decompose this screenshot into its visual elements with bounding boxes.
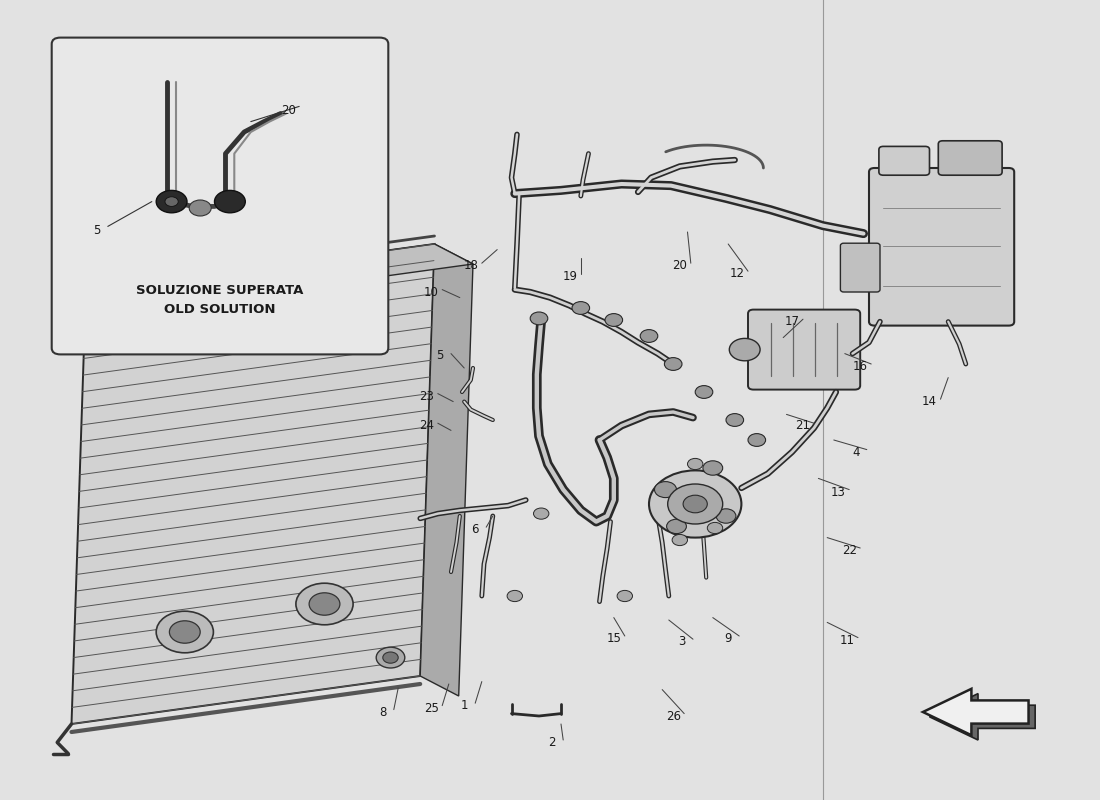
Text: 9: 9 bbox=[725, 632, 732, 645]
Circle shape bbox=[376, 647, 405, 668]
Text: 18: 18 bbox=[463, 259, 478, 272]
Circle shape bbox=[189, 200, 211, 216]
Circle shape bbox=[703, 461, 723, 475]
Text: 19: 19 bbox=[562, 270, 578, 282]
Circle shape bbox=[383, 652, 398, 663]
Text: 5: 5 bbox=[94, 224, 100, 237]
Circle shape bbox=[748, 434, 766, 446]
Text: 20: 20 bbox=[672, 259, 688, 272]
Text: 8: 8 bbox=[379, 706, 386, 718]
FancyBboxPatch shape bbox=[748, 310, 860, 390]
Circle shape bbox=[156, 611, 213, 653]
Text: 22: 22 bbox=[842, 544, 857, 557]
FancyBboxPatch shape bbox=[869, 168, 1014, 326]
Circle shape bbox=[165, 197, 178, 206]
Circle shape bbox=[683, 495, 707, 513]
Circle shape bbox=[530, 312, 548, 325]
Circle shape bbox=[695, 386, 713, 398]
Text: 17: 17 bbox=[784, 315, 800, 328]
Text: 10: 10 bbox=[424, 286, 439, 298]
Polygon shape bbox=[86, 244, 473, 312]
Text: 25: 25 bbox=[424, 702, 439, 714]
Text: 1: 1 bbox=[461, 699, 468, 712]
Circle shape bbox=[640, 330, 658, 342]
FancyBboxPatch shape bbox=[52, 38, 388, 354]
Text: 21: 21 bbox=[795, 419, 811, 432]
Text: 11: 11 bbox=[839, 634, 855, 646]
Circle shape bbox=[726, 414, 744, 426]
Text: 23: 23 bbox=[419, 390, 435, 402]
Circle shape bbox=[649, 470, 741, 538]
Text: 2: 2 bbox=[549, 736, 556, 749]
Circle shape bbox=[716, 509, 736, 523]
Circle shape bbox=[296, 583, 353, 625]
Text: 26: 26 bbox=[666, 710, 681, 722]
Circle shape bbox=[664, 358, 682, 370]
Circle shape bbox=[707, 522, 723, 534]
Circle shape bbox=[668, 484, 723, 524]
Text: 3: 3 bbox=[679, 635, 685, 648]
Text: SOLUZIONE SUPERATA
OLD SOLUTION: SOLUZIONE SUPERATA OLD SOLUTION bbox=[136, 284, 304, 316]
Circle shape bbox=[672, 534, 688, 546]
Circle shape bbox=[688, 458, 703, 470]
Polygon shape bbox=[923, 689, 1028, 735]
Circle shape bbox=[572, 302, 590, 314]
Text: 6: 6 bbox=[472, 523, 478, 536]
Circle shape bbox=[654, 482, 676, 498]
Polygon shape bbox=[930, 694, 1035, 740]
Circle shape bbox=[729, 338, 760, 361]
FancyBboxPatch shape bbox=[938, 141, 1002, 175]
Circle shape bbox=[667, 519, 686, 534]
Text: 4: 4 bbox=[852, 446, 859, 458]
Text: 13: 13 bbox=[830, 486, 846, 498]
Circle shape bbox=[169, 621, 200, 643]
Text: 20: 20 bbox=[280, 104, 296, 117]
Text: 12: 12 bbox=[729, 267, 745, 280]
FancyBboxPatch shape bbox=[840, 243, 880, 292]
Text: 16: 16 bbox=[852, 360, 868, 373]
Circle shape bbox=[534, 508, 549, 519]
Circle shape bbox=[309, 593, 340, 615]
Polygon shape bbox=[72, 244, 434, 724]
Circle shape bbox=[214, 190, 245, 213]
FancyBboxPatch shape bbox=[879, 146, 930, 175]
Circle shape bbox=[507, 590, 522, 602]
Text: 14: 14 bbox=[922, 395, 937, 408]
Circle shape bbox=[156, 190, 187, 213]
Text: 24: 24 bbox=[419, 419, 435, 432]
Text: 5: 5 bbox=[437, 350, 443, 362]
Text: 15: 15 bbox=[606, 632, 621, 645]
Circle shape bbox=[617, 590, 632, 602]
Polygon shape bbox=[420, 244, 473, 696]
Circle shape bbox=[605, 314, 623, 326]
